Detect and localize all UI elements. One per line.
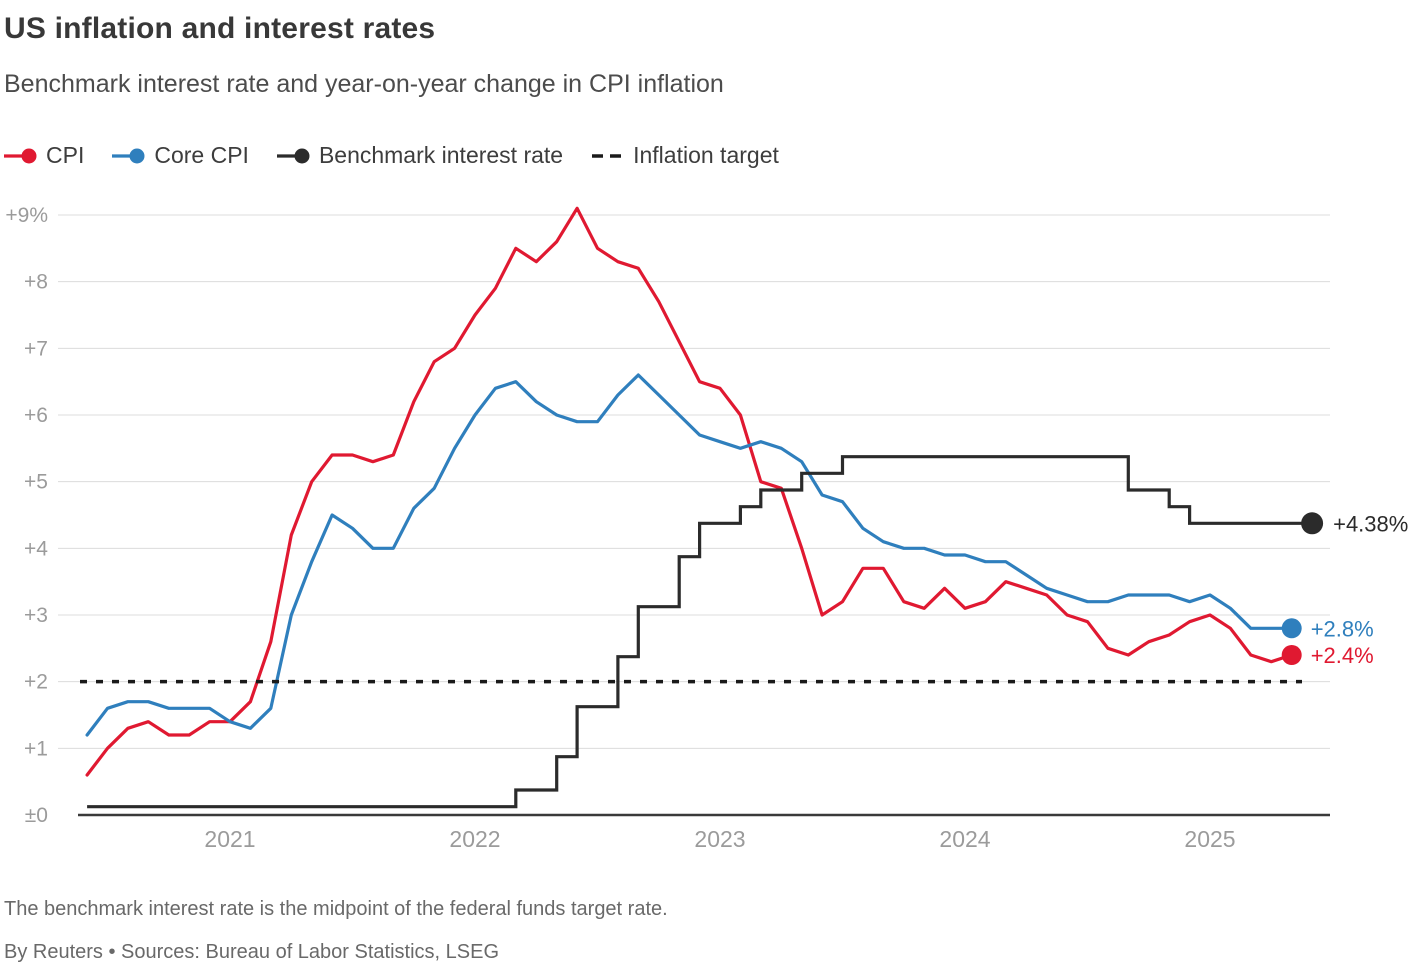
legend-label-core-cpi: Core CPI: [154, 142, 249, 168]
core-cpi-end-label: +2.8%: [1311, 616, 1374, 641]
page-subtitle: Benchmark interest rate and year-on-year…: [4, 70, 724, 98]
cpi-line-dot-icon: [4, 147, 38, 165]
y-tick-label: +6: [24, 404, 48, 427]
y-tick-label: +9%: [5, 204, 48, 227]
inflation-target-dashes-icon: [591, 147, 625, 165]
legend-item-benchmark: Benchmark interest rate: [276, 142, 564, 169]
benchmark-line-dot-icon: [276, 147, 311, 165]
chart-legend: CPI Core CPI Benchmark interest rate Inf…: [4, 142, 779, 169]
source-line: By Reuters • Sources: Bureau of Labor St…: [4, 941, 500, 963]
legend-label-inflation-target: Inflation target: [633, 142, 779, 168]
x-tick-label: 2023: [694, 826, 745, 852]
cpi-line: [85, 206, 1294, 777]
y-tick-label: +2: [24, 671, 48, 694]
page-title: US inflation and interest rates: [4, 12, 436, 45]
y-tick-label: +7: [24, 337, 48, 360]
core-cpi-line: [85, 373, 1294, 737]
y-tick-label: +4: [24, 537, 48, 560]
chart-footnote: The benchmark interest rate is the midpo…: [4, 898, 668, 920]
y-tick-label: +5: [24, 471, 48, 494]
benchmark-end-dot: [1301, 512, 1324, 535]
cpi-end-dot: [1281, 645, 1302, 665]
legend-item-inflation-target: Inflation target: [591, 142, 779, 169]
legend-label-benchmark: Benchmark interest rate: [318, 142, 564, 168]
x-tick-label: 2025: [1184, 826, 1235, 852]
x-tick-label: 2024: [939, 826, 990, 852]
core-cpi-end-dot: [1281, 618, 1302, 639]
cpi-end-label: +2.4%: [1311, 643, 1374, 668]
y-tick-label: +8: [24, 271, 48, 294]
benchmark-end-label: +4.38%: [1333, 511, 1408, 536]
benchmark-line: [87, 455, 1313, 809]
core-cpi-line-dot-icon: [112, 147, 146, 165]
x-tick-label: 2021: [204, 826, 255, 852]
chart: +9% +8 +7 +6 +5 +4 +3 +2 +1 ±0 2021 2022 2023 2024 202…: [5, 204, 1408, 852]
legend-item-core-cpi: Core CPI: [112, 142, 249, 169]
y-tick-label: +1: [24, 737, 48, 760]
y-tick-label: ±0: [25, 804, 48, 827]
legend-item-cpi: CPI: [4, 142, 84, 169]
legend-label-cpi: CPI: [46, 142, 85, 168]
x-tick-label: 2022: [449, 826, 500, 852]
y-tick-label: +3: [24, 604, 48, 627]
